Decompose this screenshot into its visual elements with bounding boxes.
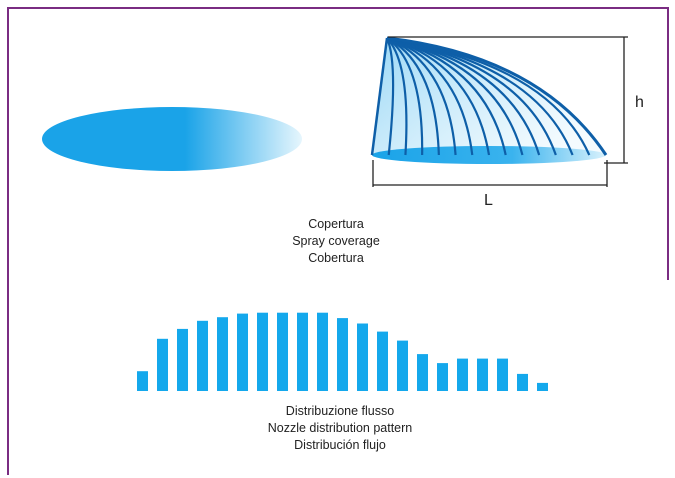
distribution-bar	[537, 382, 548, 391]
dimension-height: h	[388, 36, 644, 164]
fan-outline	[386, 36, 608, 156]
fan-rib	[386, 37, 408, 156]
distribution-bar	[257, 312, 268, 391]
distribution-caption-es: Distribución flujo	[294, 438, 386, 452]
distribution-bar	[197, 320, 208, 391]
fan-ribs	[385, 36, 591, 156]
distribution-bars	[137, 312, 548, 391]
frame-border	[7, 7, 669, 475]
fan-rib	[386, 36, 474, 156]
fan-rib	[386, 37, 424, 156]
distribution-caption-it: Distribuzione flusso	[285, 404, 395, 418]
spray-fan	[370, 36, 608, 164]
distribution-bar	[357, 323, 368, 391]
fan-rib	[386, 37, 440, 156]
fan-left-edge	[370, 37, 389, 156]
distribution-bar	[417, 354, 428, 391]
coverage-caption-it: Copertura	[308, 217, 364, 231]
distribution-caption: Distribuzione flusso Nozzle distribution…	[190, 403, 490, 454]
length-label: L	[484, 192, 493, 209]
coverage-caption: Copertura Spray coverage Cobertura	[186, 216, 486, 267]
distribution-bar	[517, 373, 528, 391]
distribution-bar	[397, 340, 408, 391]
fan-rib	[386, 36, 457, 156]
distribution-bar	[477, 358, 488, 391]
distribution-bar	[177, 328, 188, 391]
distribution-bar	[317, 312, 328, 391]
dimension-length: L	[372, 160, 608, 209]
distribution-bar	[137, 371, 148, 391]
distribution-bar	[237, 313, 248, 391]
distribution-bar	[297, 312, 308, 391]
coverage-caption-es: Cobertura	[308, 251, 364, 265]
distribution-bar	[377, 331, 388, 391]
coverage-caption-en: Spray coverage	[292, 234, 380, 248]
spray-ellipse	[42, 107, 302, 171]
fan-fill	[372, 38, 606, 160]
distribution-bar	[437, 363, 448, 391]
fan-rib	[385, 37, 395, 156]
distribution-bar	[457, 358, 468, 391]
distribution-bar	[217, 317, 228, 391]
distribution-caption-en: Nozzle distribution pattern	[267, 421, 413, 435]
height-label: h	[635, 94, 644, 111]
distribution-bar	[277, 312, 288, 391]
distribution-bar	[497, 358, 508, 391]
distribution-bar	[337, 318, 348, 391]
distribution-bar	[157, 338, 168, 391]
